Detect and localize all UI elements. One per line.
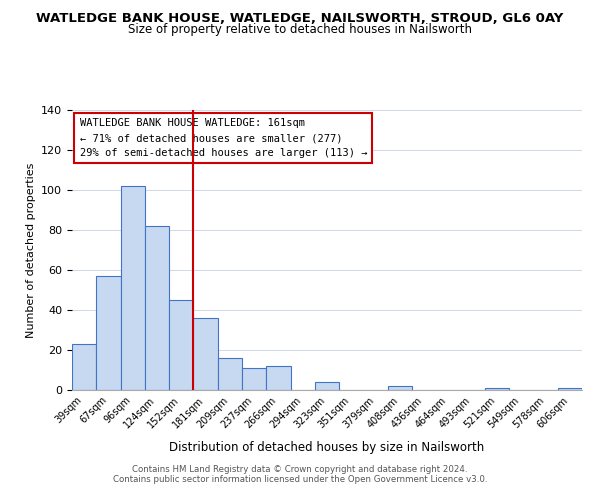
Bar bbox=[218, 358, 242, 390]
Bar bbox=[145, 226, 169, 390]
Bar bbox=[121, 186, 145, 390]
Bar bbox=[485, 388, 509, 390]
Text: Size of property relative to detached houses in Nailsworth: Size of property relative to detached ho… bbox=[128, 22, 472, 36]
Text: WATLEDGE BANK HOUSE, WATLEDGE, NAILSWORTH, STROUD, GL6 0AY: WATLEDGE BANK HOUSE, WATLEDGE, NAILSWORT… bbox=[37, 12, 563, 26]
Bar bbox=[266, 366, 290, 390]
Bar bbox=[169, 300, 193, 390]
Y-axis label: Number of detached properties: Number of detached properties bbox=[26, 162, 35, 338]
Bar bbox=[72, 344, 96, 390]
Text: Contains HM Land Registry data © Crown copyright and database right 2024.: Contains HM Land Registry data © Crown c… bbox=[132, 466, 468, 474]
Bar bbox=[193, 318, 218, 390]
Bar bbox=[96, 276, 121, 390]
Bar bbox=[388, 386, 412, 390]
Text: Contains public sector information licensed under the Open Government Licence v3: Contains public sector information licen… bbox=[113, 476, 487, 484]
Bar bbox=[315, 382, 339, 390]
Bar bbox=[558, 388, 582, 390]
Text: WATLEDGE BANK HOUSE WATLEDGE: 161sqm
← 71% of detached houses are smaller (277)
: WATLEDGE BANK HOUSE WATLEDGE: 161sqm ← 7… bbox=[80, 118, 367, 158]
X-axis label: Distribution of detached houses by size in Nailsworth: Distribution of detached houses by size … bbox=[169, 441, 485, 454]
Bar bbox=[242, 368, 266, 390]
